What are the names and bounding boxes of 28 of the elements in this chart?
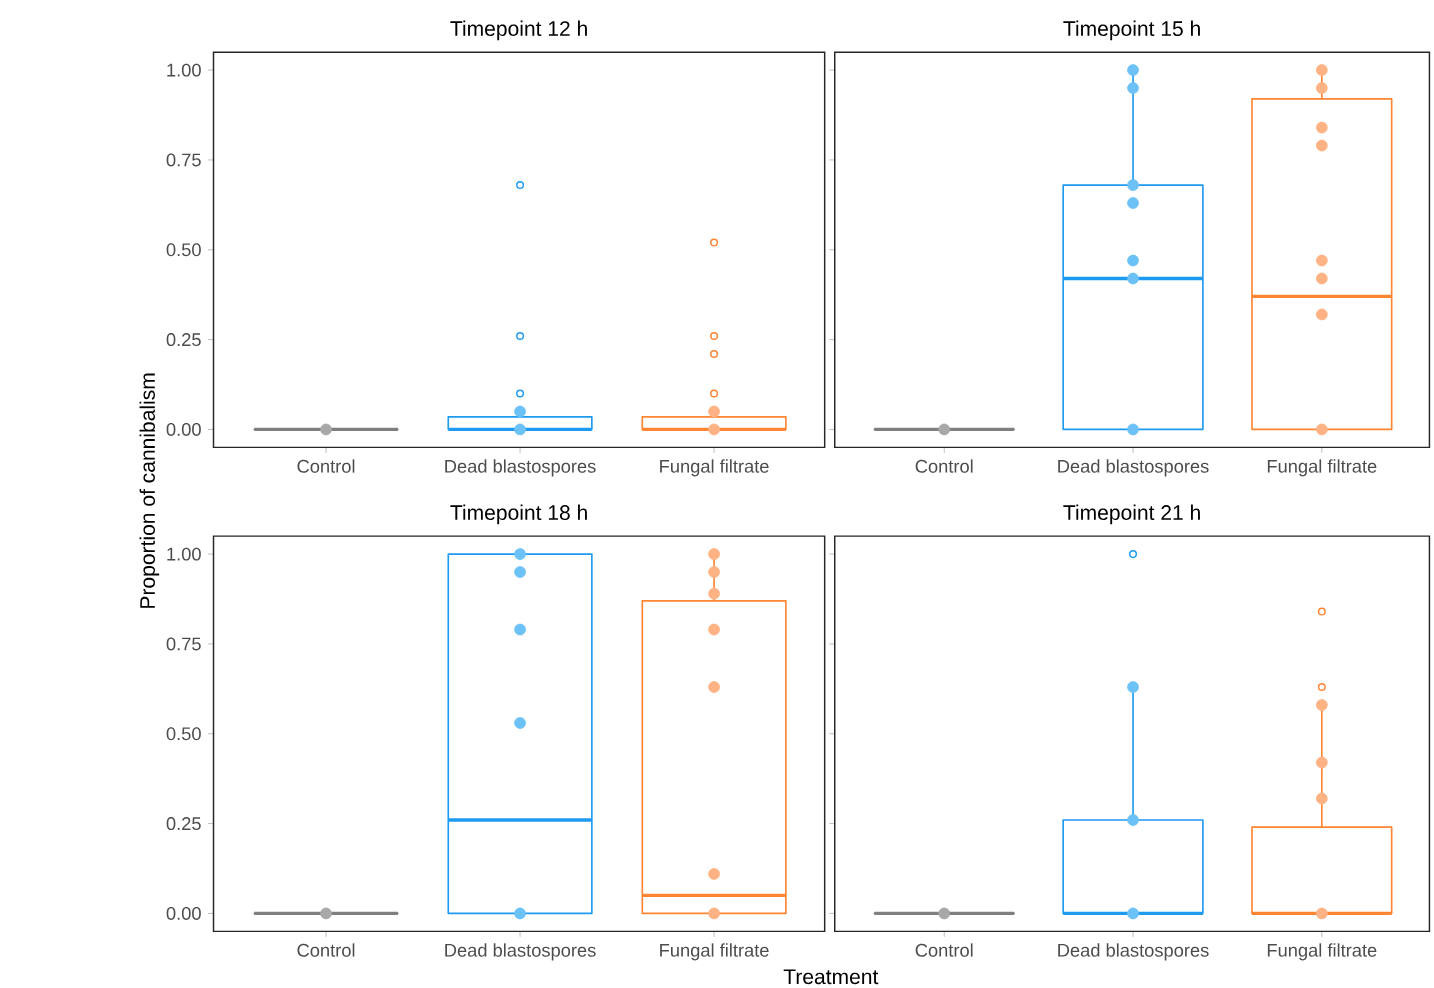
y-tick-label: 0.25: [166, 817, 201, 831]
x-tick-label: Control: [297, 459, 355, 473]
y-tick-label: 0.75: [166, 153, 201, 167]
x-tick-label: Dead blastospores: [445, 943, 596, 961]
x-tick-label: Dead blastospores: [1058, 943, 1209, 961]
x-tick-label: Control: [915, 943, 973, 957]
x-tick-label: Fungal filtrate: [1267, 943, 1377, 961]
x-tick-label: Dead blastospores: [445, 459, 596, 477]
x-tick-label: Control: [915, 459, 973, 473]
x-tick-label: Dead blastospores: [1058, 459, 1209, 477]
x-tick-label: Fungal filtrate: [660, 459, 769, 477]
y-tick-label: 0.00: [166, 906, 201, 920]
chart-title: Timepoint 21 h: [1063, 504, 1200, 525]
chart-title: Timepoint 15 h: [1063, 20, 1200, 41]
y-tick-label: 1.00: [167, 63, 201, 77]
chart-title: Timepoint 18 h: [450, 504, 587, 525]
y-tick-label: 0.50: [166, 243, 201, 257]
x-tick-label: Fungal filtrate: [1267, 459, 1377, 477]
y-tick-label: 0.25: [166, 333, 201, 347]
y-tick-label: 0.50: [166, 727, 201, 741]
x-tick-label: Fungal filtrate: [660, 943, 769, 961]
y-axis-title: Proportion of cannibalism: [139, 373, 160, 608]
chart-title: Timepoint 12 h: [450, 20, 587, 41]
x-axis-title: Treatment: [783, 969, 879, 985]
y-tick-label: 0.75: [166, 637, 201, 651]
y-tick-label: 0.00: [166, 422, 201, 436]
x-tick-label: Control: [297, 943, 355, 957]
y-tick-label: 1.00: [167, 547, 201, 561]
